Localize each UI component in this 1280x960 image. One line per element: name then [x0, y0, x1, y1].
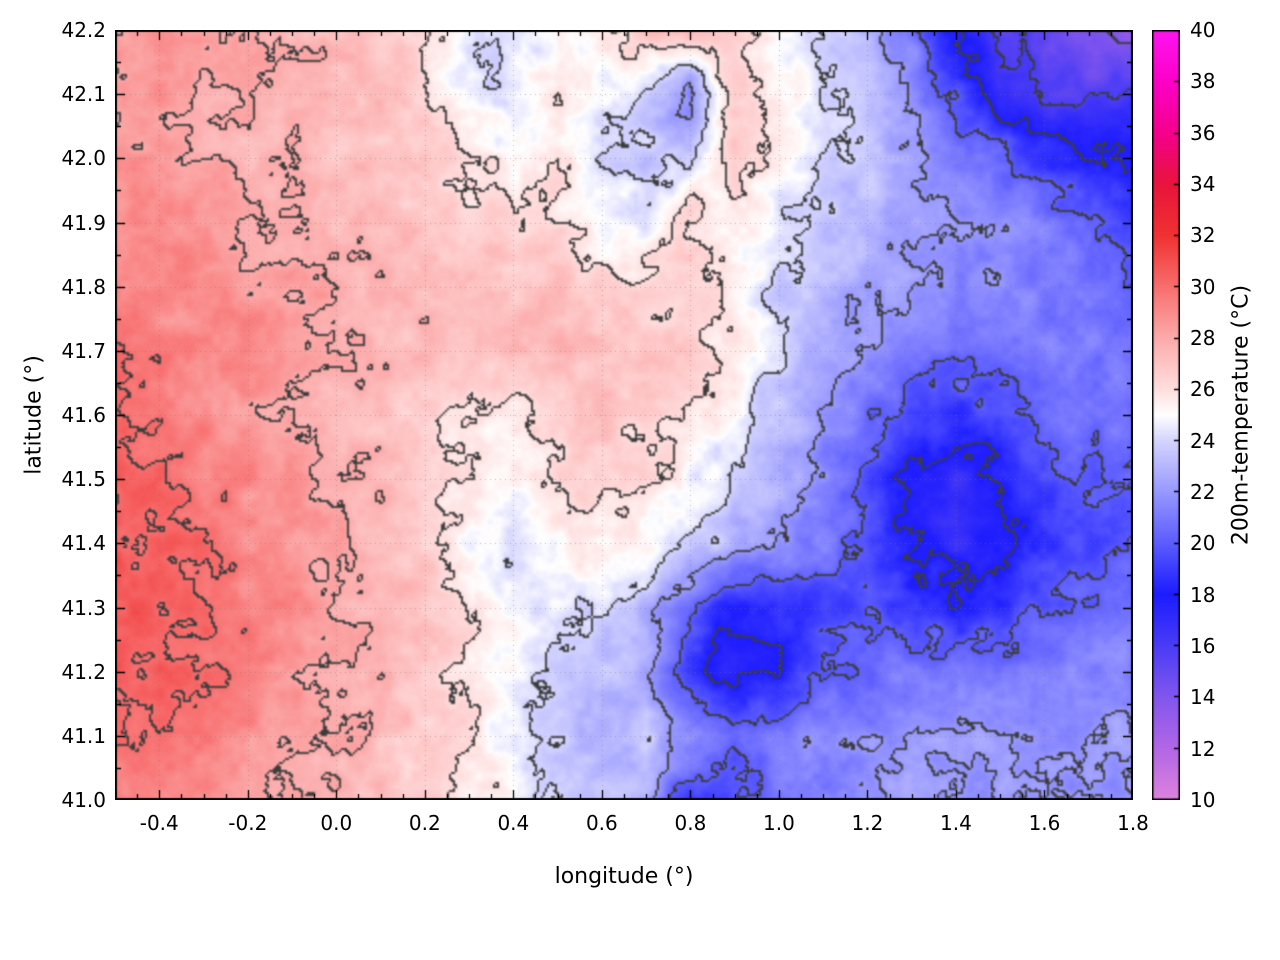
colorbar-canvas: [1152, 30, 1180, 800]
x-tick-label: 0.4: [497, 811, 530, 835]
y-axis-label: latitude (°): [21, 355, 47, 475]
x-tick-label: 1.2: [851, 811, 884, 835]
y-tick-label: 41.8: [61, 274, 106, 299]
colorbar-tick-label: 16: [1190, 634, 1216, 658]
x-axis-label: longitude (°): [554, 864, 694, 889]
heatmap-canvas: [115, 30, 1133, 800]
y-tick-label: 41.6: [61, 403, 106, 427]
colorbar-tick-label: 10: [1190, 788, 1216, 812]
y-tick-label: 41.2: [61, 659, 106, 684]
y-tick-label: 42.0: [61, 146, 106, 171]
y-tick-label: 41.9: [61, 210, 106, 235]
colorbar-label: 200m-temperature (°C): [1228, 284, 1254, 546]
y-tick-label: 42.2: [61, 18, 106, 42]
colorbar-tick-label: 32: [1190, 223, 1216, 248]
colorbar-tick-label: 40: [1190, 18, 1216, 42]
colorbar-tick-label: 14: [1190, 685, 1216, 710]
colorbar-tick-label: 26: [1190, 377, 1216, 402]
colorbar-tick-label: 20: [1190, 531, 1216, 556]
x-tick-label: 0.8: [674, 811, 707, 835]
x-tick-label: -0.2: [228, 811, 268, 835]
x-tick-label: 1.0: [763, 811, 795, 835]
colorbar-tick-label: 30: [1190, 274, 1216, 299]
x-tick-label: 0.2: [408, 811, 441, 835]
colorbar-tick-label: 34: [1190, 172, 1216, 196]
x-tick-label: 1.6: [1028, 811, 1061, 835]
colorbar-tick-label: 38: [1190, 69, 1216, 94]
colorbar-tick-label: 22: [1190, 480, 1216, 504]
x-tick-label: 0.6: [585, 811, 618, 835]
x-tick-label: -0.4: [139, 811, 179, 835]
y-tick-label: 41.4: [61, 531, 106, 556]
colorbar-tick-label: 12: [1190, 736, 1216, 761]
y-tick-label: 41.7: [61, 338, 106, 363]
colorbar-tick-label: 28: [1190, 326, 1216, 350]
y-tick-label: 42.1: [61, 82, 106, 107]
y-tick-label: 41.5: [61, 467, 106, 492]
y-tick-label: 41.3: [61, 595, 106, 620]
x-tick-label: 1.8: [1117, 811, 1149, 835]
x-tick-label: 0.0: [320, 811, 353, 835]
y-tick-label: 41.0: [61, 788, 106, 812]
colorbar-tick-label: 24: [1190, 428, 1216, 453]
y-tick-label: 41.1: [61, 723, 106, 748]
colorbar-tick-label: 36: [1190, 120, 1216, 145]
x-tick-label: 1.4: [940, 811, 972, 835]
colorbar-tick-label: 18: [1190, 582, 1216, 607]
